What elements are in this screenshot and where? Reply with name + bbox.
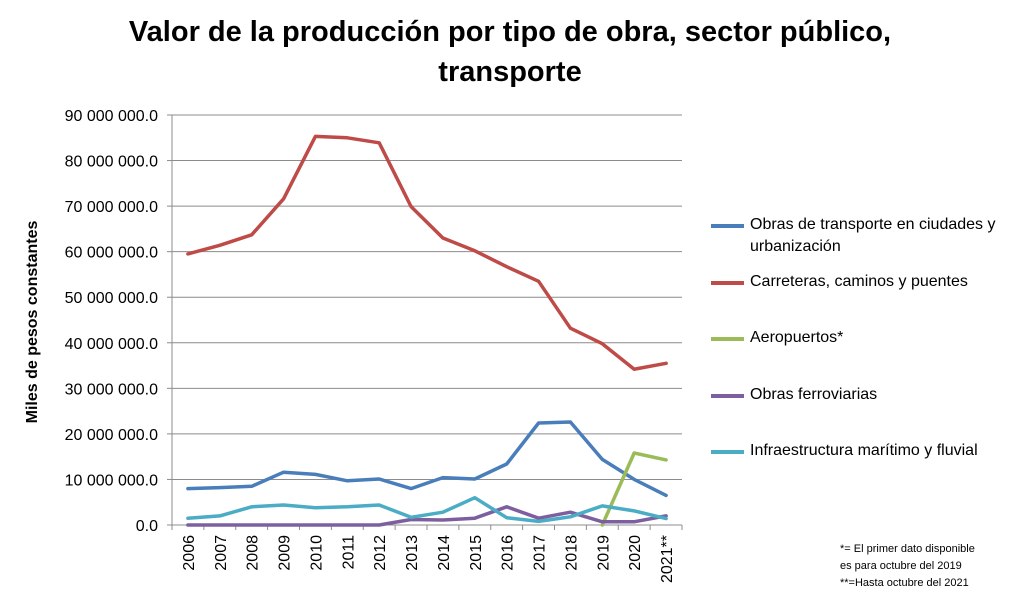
legend-label: Infraestructura marítimo y fluvial: [750, 442, 978, 459]
legend-item: Obras de transporte en ciudades y urbani…: [711, 214, 1020, 258]
series-line-5: [186, 495, 668, 524]
series-line-4: [186, 505, 668, 527]
y-tick-label: 20 000 000.0: [65, 427, 159, 444]
legend-item: Carreteras, caminos y puentes: [711, 271, 1020, 293]
series-line-1: [186, 420, 668, 498]
legend-label: Obras ferroviarias: [750, 386, 878, 403]
legend-label: Aeropuertos*: [750, 329, 844, 346]
x-tick-label: 2008: [245, 535, 262, 571]
y-tick-label: 0.0: [136, 518, 158, 535]
x-tick-label: 2021**: [659, 535, 676, 583]
x-tick-label: 2018: [563, 535, 580, 571]
y-tick-label: 60 000 000.0: [65, 245, 159, 262]
y-tick-label: 10 000 000.0: [65, 472, 159, 489]
x-tick-label: 2019: [595, 535, 612, 571]
series-line-3: [600, 451, 668, 527]
chart-title: Valor de la producción por tipo de obra,…: [128, 16, 892, 88]
y-tick-label: 80 000 000.0: [65, 154, 159, 171]
x-tick-labels: 2006 2007 2008 2009 2010 2011 2012 2013 2014 2015…: [181, 535, 676, 583]
legend-label: Carreteras, caminos y puentes: [750, 273, 968, 290]
footnote-1: *= El primer dato disponible: [840, 543, 975, 555]
y-tick-label: 40 000 000.0: [65, 336, 159, 353]
legend-item: Infraestructura marítimo y fluvial: [711, 440, 1020, 462]
x-tick-label: 2009: [277, 535, 294, 571]
legend-item: Aeropuertos*: [711, 327, 1020, 349]
axes: [167, 114, 683, 530]
footnote-2: es para octubre del 2019: [840, 560, 962, 572]
y-tick-label: 30 000 000.0: [65, 381, 159, 398]
footnote-3: **=Hasta octubre del 2021: [840, 577, 969, 589]
y-tick-label: 50 000 000.0: [65, 290, 159, 307]
x-tick-label: 2016: [500, 535, 517, 571]
x-tick-label: 2015: [468, 535, 485, 571]
x-tick-label: 2014: [436, 535, 453, 571]
x-tick-label: 2020: [627, 535, 644, 571]
series-lines: [186, 134, 668, 527]
x-tick-label: 2006: [181, 535, 198, 571]
x-tick-label: 2007: [213, 535, 230, 571]
x-tick-label: 2013: [404, 535, 421, 571]
x-tick-label: 2011: [340, 535, 357, 570]
legend-swatch: [711, 281, 744, 285]
series-line-2: [186, 134, 668, 371]
x-tick-label: 2012: [372, 535, 389, 571]
y-tick-label: 90 000 000.0: [65, 108, 159, 125]
x-tick-label: 2017: [532, 535, 549, 571]
footnotes: *= El primer dato disponible es para oct…: [840, 541, 975, 592]
legend-swatch: [711, 224, 744, 228]
gridlines: [172, 114, 682, 480]
y-tick-labels: 0.0 10 000 000.0 20 000 000.0 30 000 000.0 4…: [65, 108, 159, 535]
legend-swatch: [711, 394, 744, 398]
legend-swatch: [711, 450, 744, 454]
y-tick-label: 70 000 000.0: [65, 199, 159, 216]
legend-item: Obras ferroviarias: [711, 384, 1020, 406]
legend-label: Obras de transporte en ciudades y urbani…: [750, 216, 996, 255]
legend-swatch: [711, 337, 744, 341]
x-tick-label: 2010: [308, 535, 325, 571]
